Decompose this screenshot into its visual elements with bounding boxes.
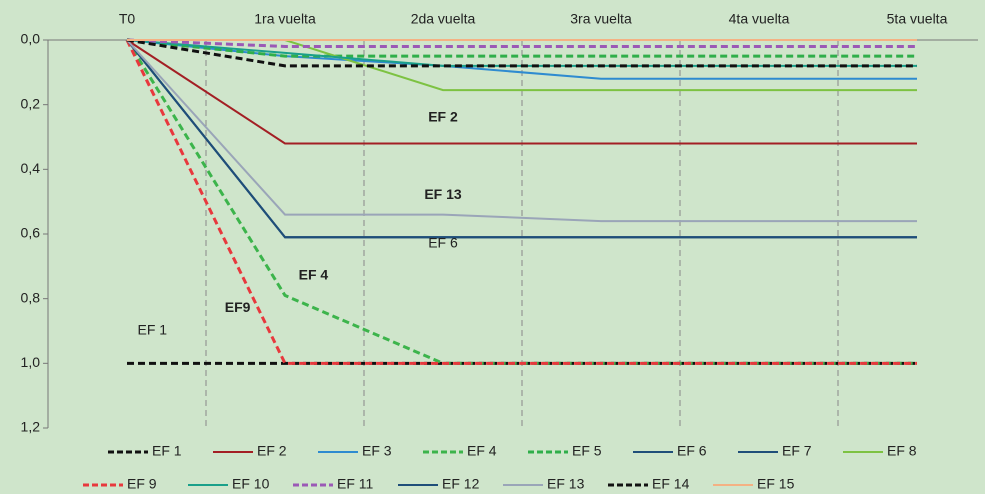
legend-label: EF 13 — [547, 476, 585, 492]
series-line — [126, 39, 917, 145]
legend-label: EF 3 — [362, 443, 392, 459]
annotation: EF 6 — [428, 234, 458, 250]
series-line — [126, 38, 917, 68]
series-line — [126, 39, 917, 239]
y-tick-label: 1,2 — [21, 419, 41, 435]
legend-label: EF 4 — [467, 443, 497, 459]
x-tick-label: 5ta vuelta — [887, 11, 948, 27]
x-tick-label: 3ra vuelta — [570, 11, 632, 27]
legend-label: EF 14 — [652, 476, 690, 492]
y-tick-label: 0,4 — [21, 160, 41, 176]
legend-label: EF 9 — [127, 476, 157, 492]
series-line — [126, 38, 917, 58]
series-line — [125, 39, 917, 365]
y-tick-label: 0,6 — [21, 225, 41, 241]
legend-label: EF 6 — [677, 443, 707, 459]
legend-label: EF 11 — [337, 476, 374, 492]
x-tick-label: 4ta vuelta — [729, 11, 790, 27]
series-line — [126, 39, 917, 239]
legend-label: EF 1 — [152, 443, 182, 459]
annotation: EF9 — [225, 299, 251, 315]
legend-label: EF 12 — [442, 476, 480, 492]
annotation: EF 4 — [299, 267, 329, 283]
legend-label: EF 8 — [887, 443, 917, 459]
series-line — [126, 39, 917, 223]
legend-label: EF 2 — [257, 443, 287, 459]
annotation: EF 13 — [424, 186, 462, 202]
x-tick-label: T0 — [119, 11, 136, 27]
x-tick-label: 1ra vuelta — [254, 11, 316, 27]
series-line — [126, 39, 917, 239]
legend-label: EF 15 — [757, 476, 795, 492]
legend-label: EF 5 — [572, 443, 602, 459]
legend-label: EF 7 — [782, 443, 812, 459]
annotation: EF 1 — [137, 322, 167, 338]
legend-label: EF 10 — [232, 476, 270, 492]
x-tick-label: 2da vuelta — [411, 11, 476, 27]
y-tick-label: 0,2 — [21, 95, 41, 111]
y-tick-label: 0,0 — [21, 31, 41, 47]
annotation: EF 2 — [428, 108, 458, 124]
y-tick-label: 1,0 — [21, 354, 41, 370]
y-tick-label: 0,8 — [21, 289, 41, 305]
